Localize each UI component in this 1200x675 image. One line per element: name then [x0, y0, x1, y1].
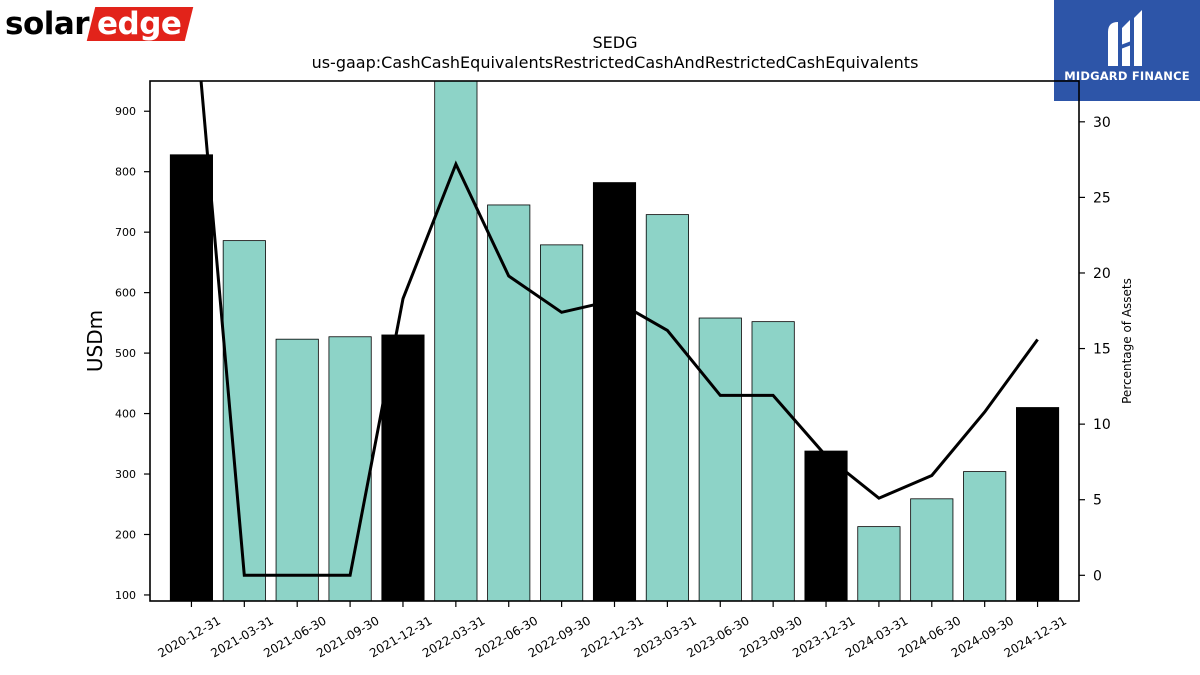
bar-2021-09-30: [328, 336, 372, 601]
percentage-of-assets-line: [199, 81, 1039, 577]
bar-2024-03-31: [857, 526, 901, 601]
y2-tick-label-25: 25: [1093, 190, 1111, 206]
y2-tick-label-30: 30: [1093, 115, 1111, 131]
y-tick-label-900: 900: [115, 105, 136, 118]
bar-2024-09-30: [963, 471, 1007, 601]
bar-2024-06-30: [910, 498, 954, 601]
y-tick-label-100: 100: [115, 589, 136, 602]
chart-title: SEDG: [593, 33, 638, 52]
y-axis-label: USDm: [83, 310, 107, 372]
y2-axis-label: Percentage of Assets: [1120, 278, 1134, 404]
bar-2021-03-31: [222, 240, 266, 601]
bar-2022-06-30: [487, 204, 531, 601]
y-tick-label-700: 700: [115, 226, 136, 239]
bar-2022-12-31: [592, 182, 637, 601]
bar-2021-06-30: [275, 338, 319, 601]
solaredge-logo: solar edge: [5, 4, 194, 44]
y2-tick-label-5: 5: [1093, 493, 1102, 509]
bar-2023-03-31: [645, 214, 689, 601]
bar-2022-03-31: [434, 81, 478, 601]
bar-2020-12-31: [169, 154, 213, 601]
y-tick-label-500: 500: [115, 347, 136, 360]
y2-tick-label-0: 0: [1093, 568, 1102, 584]
bar-2023-12-31: [804, 450, 848, 601]
y-tick-label-300: 300: [115, 468, 136, 481]
y-tick-label-400: 400: [115, 408, 136, 421]
bar-2023-09-30: [751, 321, 795, 601]
midgard-emblem-icon: [1108, 10, 1142, 66]
y-tick-label-600: 600: [115, 287, 136, 300]
y-tick-label-200: 200: [115, 528, 136, 541]
bar-2023-06-30: [698, 317, 742, 601]
bar-2022-09-30: [540, 244, 584, 601]
y2-tick-label-20: 20: [1093, 266, 1111, 282]
y2-tick-label-15: 15: [1093, 342, 1111, 358]
bar-2024-12-31: [1016, 407, 1060, 601]
chart-subtitle: us-gaap:CashCashEquivalentsRestrictedCas…: [312, 53, 919, 72]
bar-group: [169, 81, 1060, 601]
line-group: [199, 81, 1039, 577]
solaredge-logo-solar: solar: [5, 6, 90, 42]
y-tick-label-800: 800: [115, 166, 136, 179]
midgard-finance-logo-text: MIDGARD FINANCE: [1064, 69, 1190, 83]
y2-tick-label-10: 10: [1093, 417, 1111, 433]
